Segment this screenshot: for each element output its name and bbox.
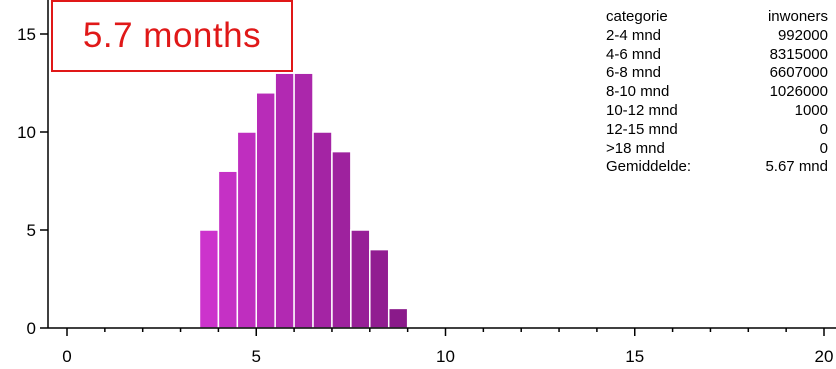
axes-group [47,0,836,329]
histogram-bar [274,72,295,329]
histogram-bar [255,92,276,329]
y-tick-label: 15 [17,25,36,44]
histogram-bar [312,131,333,329]
table-header-row: categorie inwoners [606,8,828,27]
table-cell-category: >18 mnd [606,139,665,157]
x-tick-label: 15 [625,347,644,366]
x-tick-label: 0 [62,347,71,366]
table-row: >18 mnd 0 [606,140,828,159]
y-tick-label: 0 [27,319,36,338]
x-ticks-group: 0 5 10 15 20 [62,328,833,366]
histogram-bar [293,72,314,329]
table-row: 6-8 mnd 6607000 [606,64,828,83]
table-cell-value: 0 [819,139,828,157]
mean-annotation-box: 5.7 months [51,0,293,72]
y-tick-label: 5 [27,221,36,240]
table-row: 10-12 mnd 1000 [606,102,828,121]
table-row-mean: Gemiddelde: 5.67 mnd [606,158,828,177]
table-cell-value: 992000 [777,26,828,44]
table-cell-value: 5.67 mnd [765,158,828,176]
mean-annotation-label: 5.7 months [82,16,262,55]
table-cell-value: 8315000 [769,45,828,63]
histogram-bar [350,229,371,329]
x-tick-label: 10 [436,347,455,366]
table-cell-category: 12-15 mnd [606,120,678,138]
category-table: categorie inwoners 2-4 mnd 992000 4-6 mn… [606,8,828,177]
table-row: 4-6 mnd 8315000 [606,46,828,65]
x-tick-label: 20 [815,347,834,366]
y-ticks-group: 0 5 10 15 [17,25,48,338]
table-row: 8-10 mnd 1026000 [606,83,828,102]
table-cell-value: 1026000 [769,83,828,101]
y-tick-label: 10 [17,123,36,142]
bars-group [198,72,409,329]
table-cell-category: Gemiddelde: [606,158,692,176]
histogram-bar [198,229,220,329]
table-cell-category: 4-6 mnd [606,45,662,63]
table-cell-category: 6-8 mnd [606,64,662,82]
histogram-bar [217,170,239,329]
table-row: 2-4 mnd 992000 [606,27,828,46]
table-header-inhabitants: inwoners [767,8,828,25]
table-cell-value: 0 [819,120,828,138]
histogram-bar [387,307,409,329]
table-header-category: categorie [606,8,668,25]
table-cell-category: 8-10 mnd [606,83,670,101]
table-cell-category: 10-12 mnd [606,101,678,119]
histogram-bar [369,248,390,329]
histogram-bar [331,150,352,329]
table-row: 12-15 mnd 0 [606,121,828,140]
x-tick-label: 5 [252,347,261,366]
table-cell-category: 2-4 mnd [606,26,662,44]
table-cell-value: 1000 [794,101,828,119]
histogram-bar [236,131,257,329]
table-cell-value: 6607000 [769,64,828,82]
